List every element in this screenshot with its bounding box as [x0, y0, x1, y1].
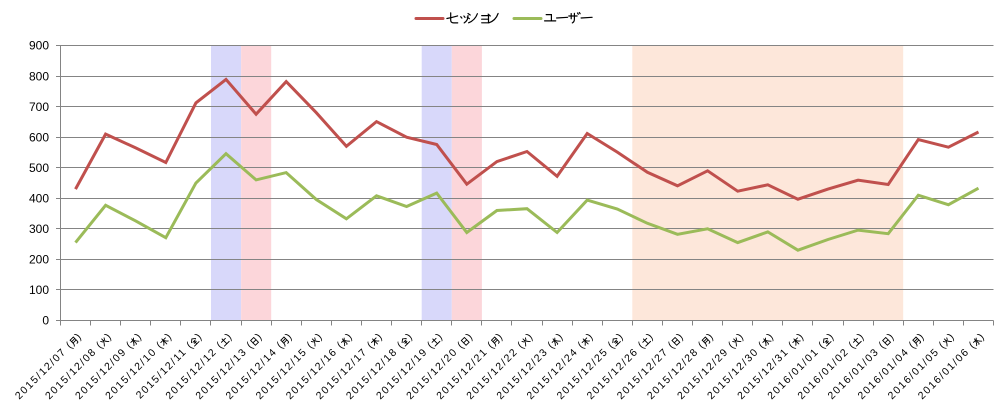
svg-text:600: 600 — [29, 130, 49, 144]
svg-text:900: 900 — [29, 39, 49, 53]
svg-text:100: 100 — [29, 283, 49, 297]
svg-text:800: 800 — [29, 69, 49, 83]
svg-text:0: 0 — [42, 314, 49, 328]
svg-text:700: 700 — [29, 100, 49, 114]
svg-text:200: 200 — [29, 253, 49, 267]
svg-text:500: 500 — [29, 161, 49, 175]
svg-text:400: 400 — [29, 192, 49, 206]
svg-text:300: 300 — [29, 222, 49, 236]
